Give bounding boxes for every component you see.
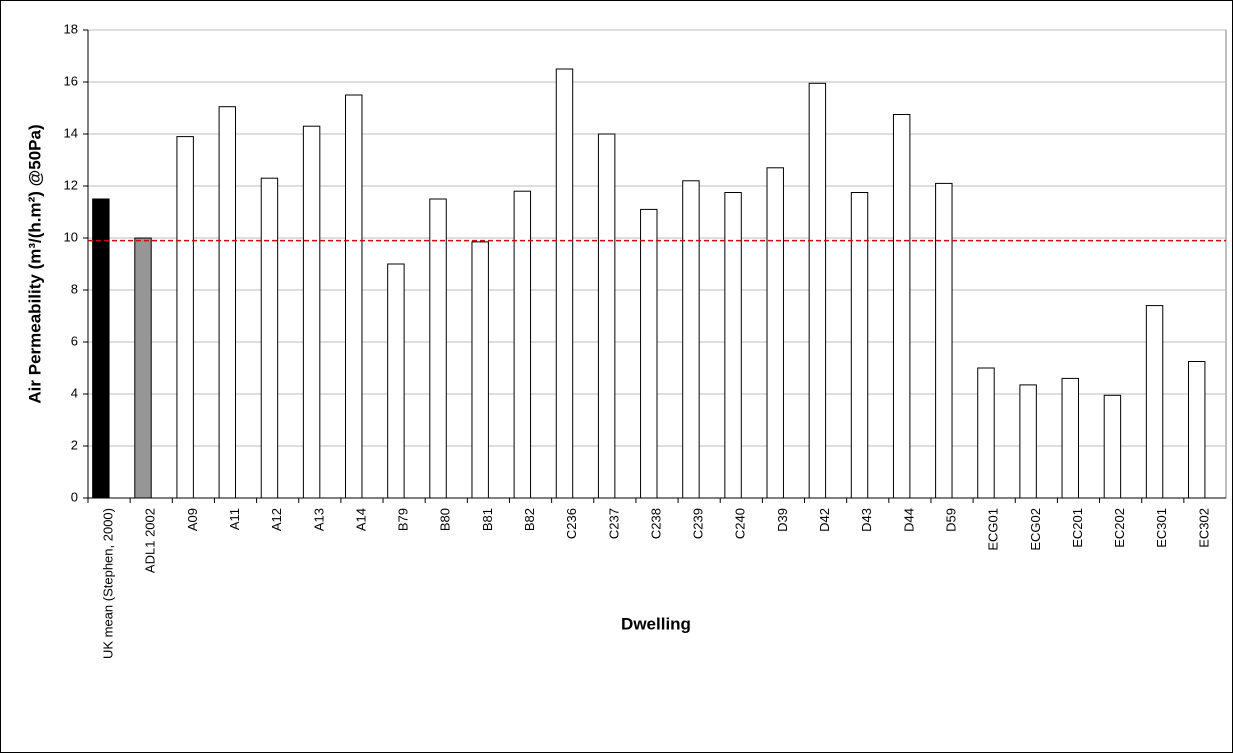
bar: [134, 237, 152, 499]
bar: [429, 198, 447, 499]
x-tick-label: EC201: [1070, 508, 1085, 548]
bar: [640, 208, 658, 499]
x-tick-label: D43: [859, 508, 874, 532]
x-tick-label: EC301: [1154, 508, 1169, 548]
x-tick-label: ECG01: [986, 508, 1001, 551]
x-tick-label: D39: [775, 508, 790, 532]
bar: [176, 136, 194, 499]
bar: [555, 68, 574, 499]
y-tick-label: 2: [71, 437, 78, 452]
x-tick-label: D42: [817, 508, 832, 532]
bar: [1145, 305, 1164, 499]
y-tick-label: 6: [71, 333, 78, 348]
bar: [850, 192, 869, 499]
x-tick-label: ECG02: [1028, 508, 1043, 551]
bar: [682, 180, 700, 499]
bar: [302, 125, 321, 499]
x-tick-label: B79: [396, 508, 411, 531]
y-tick-label: 12: [64, 177, 78, 192]
x-tick-label: D59: [943, 508, 958, 532]
bar: [387, 263, 405, 499]
bar: [513, 190, 532, 499]
bar: [1019, 384, 1037, 499]
bar: [471, 241, 489, 499]
x-tick-label: A13: [311, 508, 326, 531]
x-tick-label: ADL1 2002: [143, 508, 158, 573]
x-tick-label: B81: [480, 508, 495, 531]
x-tick-label: B80: [438, 508, 453, 531]
bar: [892, 114, 911, 499]
x-tick-label: C239: [691, 508, 706, 539]
x-tick-label: A12: [269, 508, 284, 531]
y-tick-label: 16: [64, 73, 78, 88]
x-tick-label: B82: [522, 508, 537, 531]
x-tick-label: C238: [648, 508, 663, 539]
x-axis-title: Dwelling: [621, 614, 691, 633]
x-tick-label: C236: [564, 508, 579, 539]
bar: [808, 82, 827, 499]
bar: [935, 182, 953, 499]
x-tick-label: D44: [901, 508, 916, 532]
y-tick-label: 14: [64, 125, 78, 140]
y-tick-label: 4: [71, 385, 78, 400]
bar: [724, 192, 742, 499]
x-tick-label: A14: [353, 508, 368, 531]
bar: [92, 198, 110, 499]
x-tick-label: EC202: [1112, 508, 1127, 548]
x-tick-label: UK mean (Stephen, 2000): [101, 508, 116, 659]
y-axis-title: Air Permeability (m³/(h.m²) @50Pa): [25, 124, 44, 403]
y-tick-label: 18: [64, 21, 78, 36]
x-tick-label: A11: [227, 508, 242, 530]
y-tick-label: 0: [71, 489, 78, 504]
x-tick-label: C237: [606, 508, 621, 539]
bar: [345, 94, 363, 499]
bar: [977, 367, 995, 499]
bar: [1103, 394, 1122, 499]
bar: [597, 133, 616, 499]
y-tick-label: 8: [71, 281, 78, 296]
bar: [766, 167, 784, 499]
x-tick-label: C240: [733, 508, 748, 539]
x-tick-label: A09: [185, 508, 200, 531]
y-tick-label: 10: [64, 229, 78, 244]
bar: [1187, 361, 1206, 499]
bar: [1061, 377, 1079, 499]
x-tick-label: EC302: [1196, 508, 1211, 548]
bar: [218, 106, 237, 499]
bar: [260, 177, 279, 499]
